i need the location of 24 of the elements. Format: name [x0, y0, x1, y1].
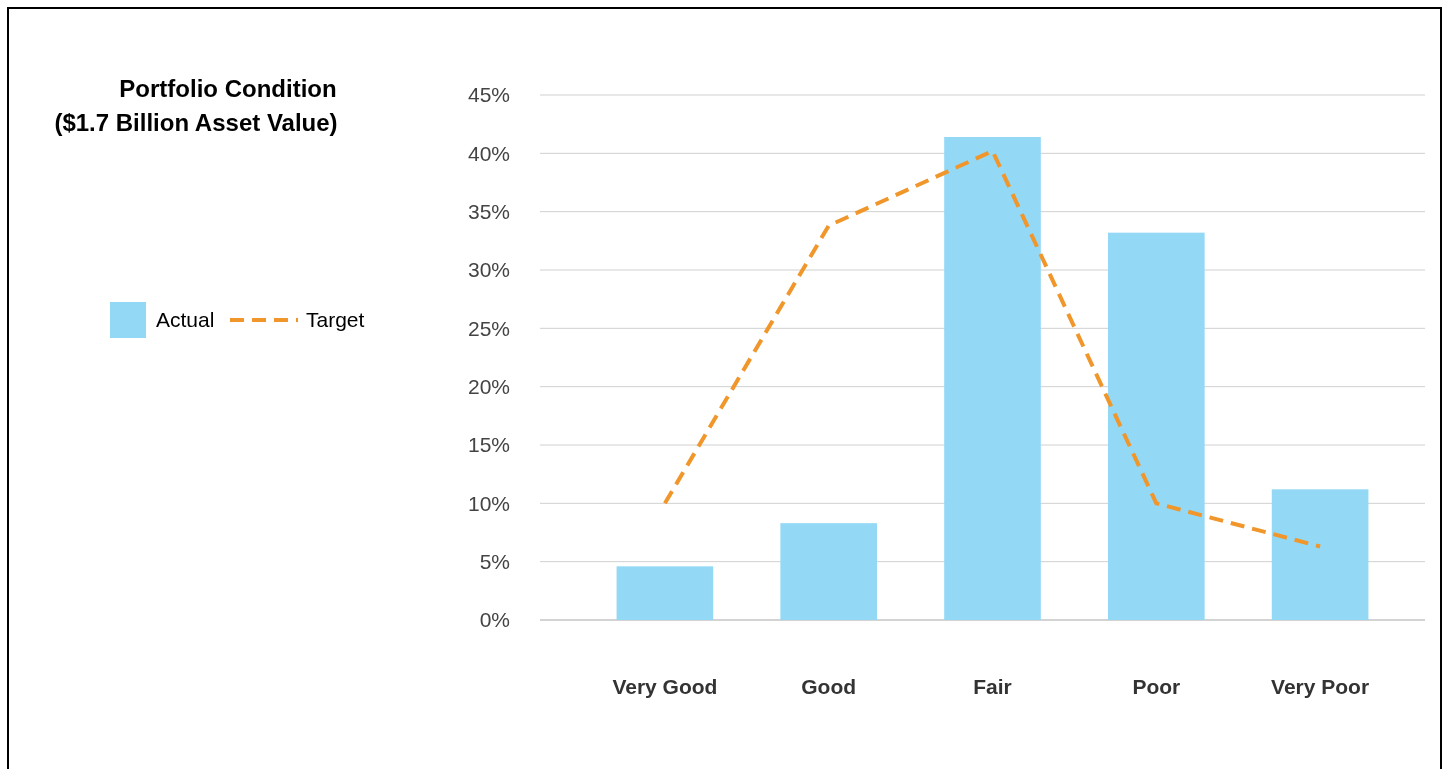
- y-tick-label: 15%: [467, 433, 510, 457]
- legend-label: Target: [306, 308, 365, 332]
- legend-label: Actual: [156, 308, 215, 332]
- x-tick-label: Very Poor: [1271, 675, 1370, 698]
- line-series: [662, 149, 1323, 549]
- y-tick-label: 25%: [467, 316, 510, 340]
- bar: [616, 566, 714, 620]
- bar: [1107, 232, 1205, 620]
- x-tick-label: Fair: [973, 675, 1012, 698]
- bar: [780, 523, 878, 620]
- y-tick-label: 20%: [467, 375, 510, 399]
- x-tick-label: Very Good: [612, 675, 718, 698]
- x-tick-label: Good: [801, 675, 857, 698]
- y-tick-label: 40%: [467, 141, 510, 165]
- y-tick-label: 45%: [467, 83, 510, 107]
- y-tick-label: 10%: [467, 491, 510, 515]
- y-tick-label: 30%: [467, 258, 510, 282]
- y-tick-label: 35%: [467, 200, 510, 224]
- x-tick-label: Poor: [1132, 675, 1181, 698]
- bar: [1271, 489, 1369, 620]
- y-tick-label: 0%: [479, 608, 510, 632]
- bar: [944, 137, 1041, 620]
- y-tick-label: 5%: [479, 550, 510, 574]
- text: Portfolio Condition ($1.7 Billion Asset Value): [54, 75, 338, 136]
